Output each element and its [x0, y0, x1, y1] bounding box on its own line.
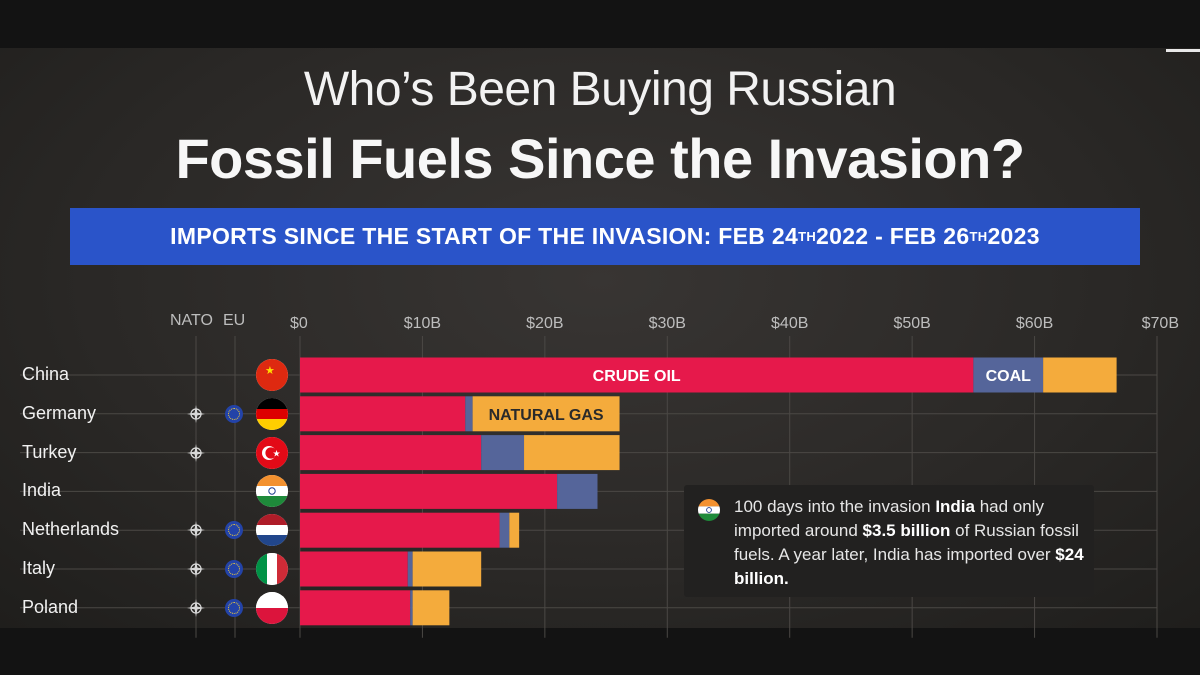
india-flag-icon	[698, 499, 720, 521]
corner-mark	[1166, 49, 1200, 52]
bar-natural-gas	[1043, 357, 1117, 393]
bar-crude-oil	[300, 435, 482, 471]
x-tick-label: $0	[290, 315, 308, 332]
eu-icon	[225, 560, 243, 578]
title-line-2: Fossil Fuels Since the Invasion?	[175, 127, 1025, 190]
italy-flag-icon	[256, 553, 288, 585]
callout-text-2: had only imported around	[734, 497, 1044, 540]
x-tick-label: $50B	[893, 315, 930, 332]
china-flag-icon: ★	[256, 359, 288, 391]
x-tick-label: $20B	[526, 315, 563, 332]
eu-icon	[225, 404, 243, 423]
x-tick-label: $30B	[649, 315, 686, 332]
callout-bold-3: $24 billion.	[734, 545, 1084, 588]
india-callout: 100 days into the invasion India had onl…	[684, 485, 1094, 597]
callout-text-1: 100 days into the invasion	[734, 497, 936, 516]
bar-coal	[973, 357, 1044, 393]
nato-icon	[186, 598, 206, 618]
netherlands-flag-icon	[256, 514, 288, 547]
banner-prefix: IMPORTS SINCE THE START OF THE INVASION:…	[170, 223, 799, 249]
turkey-flag-icon: ★	[256, 436, 288, 469]
series-label: NATURAL GAS	[489, 407, 604, 424]
bar-natural-gas	[472, 396, 620, 432]
callout-bold-2: $3.5 billion	[862, 521, 951, 540]
nato-icon	[186, 520, 206, 540]
banner-suffix: 2023	[987, 223, 1040, 249]
bar-coal	[557, 473, 598, 509]
date-range-banner: IMPORTS SINCE THE START OF THE INVASION:…	[70, 208, 1140, 265]
country-label: India	[22, 480, 62, 501]
x-tick-label: $70B	[1142, 315, 1179, 332]
country-label: Netherlands	[22, 519, 120, 540]
bar-natural-gas	[412, 551, 482, 587]
series-label: CRUDE OIL	[593, 368, 681, 385]
bar-coal	[481, 435, 525, 471]
callout-bold-1: India	[935, 497, 975, 516]
eu-header: EU	[223, 312, 246, 329]
banner-middle: 2022 - FEB 26	[816, 223, 970, 249]
bar-natural-gas	[509, 512, 520, 548]
bar-coal	[407, 551, 413, 587]
banner-sup-2: TH	[969, 229, 988, 244]
eu-icon	[225, 521, 243, 540]
x-tick-label: $40B	[771, 315, 808, 332]
poland-flag-icon	[256, 591, 288, 624]
callout-text: 100 days into the invasion India had onl…	[734, 495, 1084, 591]
country-label: Turkey	[22, 441, 77, 462]
x-tick-label: $10B	[404, 315, 441, 332]
bar-crude-oil	[300, 473, 558, 509]
country-label: Poland	[22, 596, 79, 617]
country-label: Germany	[22, 402, 97, 423]
germany-flag-icon	[256, 397, 288, 430]
eu-icon	[225, 598, 243, 617]
bar-coal	[410, 590, 413, 626]
svg-text:★: ★	[273, 449, 281, 459]
bar-crude-oil	[300, 512, 500, 548]
bar-natural-gas	[524, 435, 620, 471]
nato-icon	[186, 443, 206, 463]
bar-crude-oil	[300, 590, 411, 626]
india-flag-icon	[256, 475, 288, 508]
bar-crude-oil	[300, 357, 974, 393]
callout-text-3: of Russian fossil fuels. A year later, I…	[734, 521, 1079, 564]
bar-crude-oil	[300, 396, 466, 432]
bar-coal	[499, 512, 510, 548]
x-tick-label: $60B	[1016, 315, 1053, 332]
country-label: Italy	[22, 558, 56, 578]
series-label: COAL	[986, 368, 1032, 385]
country-label: China	[22, 364, 70, 384]
nato-icon	[186, 404, 206, 424]
banner-sup-1: TH	[798, 229, 817, 244]
svg-text:★: ★	[265, 364, 275, 377]
title-line-1: Who’s Been Buying Russian	[303, 63, 897, 116]
nato-header: NATO	[170, 312, 213, 329]
bar-natural-gas	[412, 590, 450, 626]
bar-coal	[465, 396, 473, 432]
bar-crude-oil	[300, 551, 408, 587]
nato-icon	[186, 559, 206, 579]
